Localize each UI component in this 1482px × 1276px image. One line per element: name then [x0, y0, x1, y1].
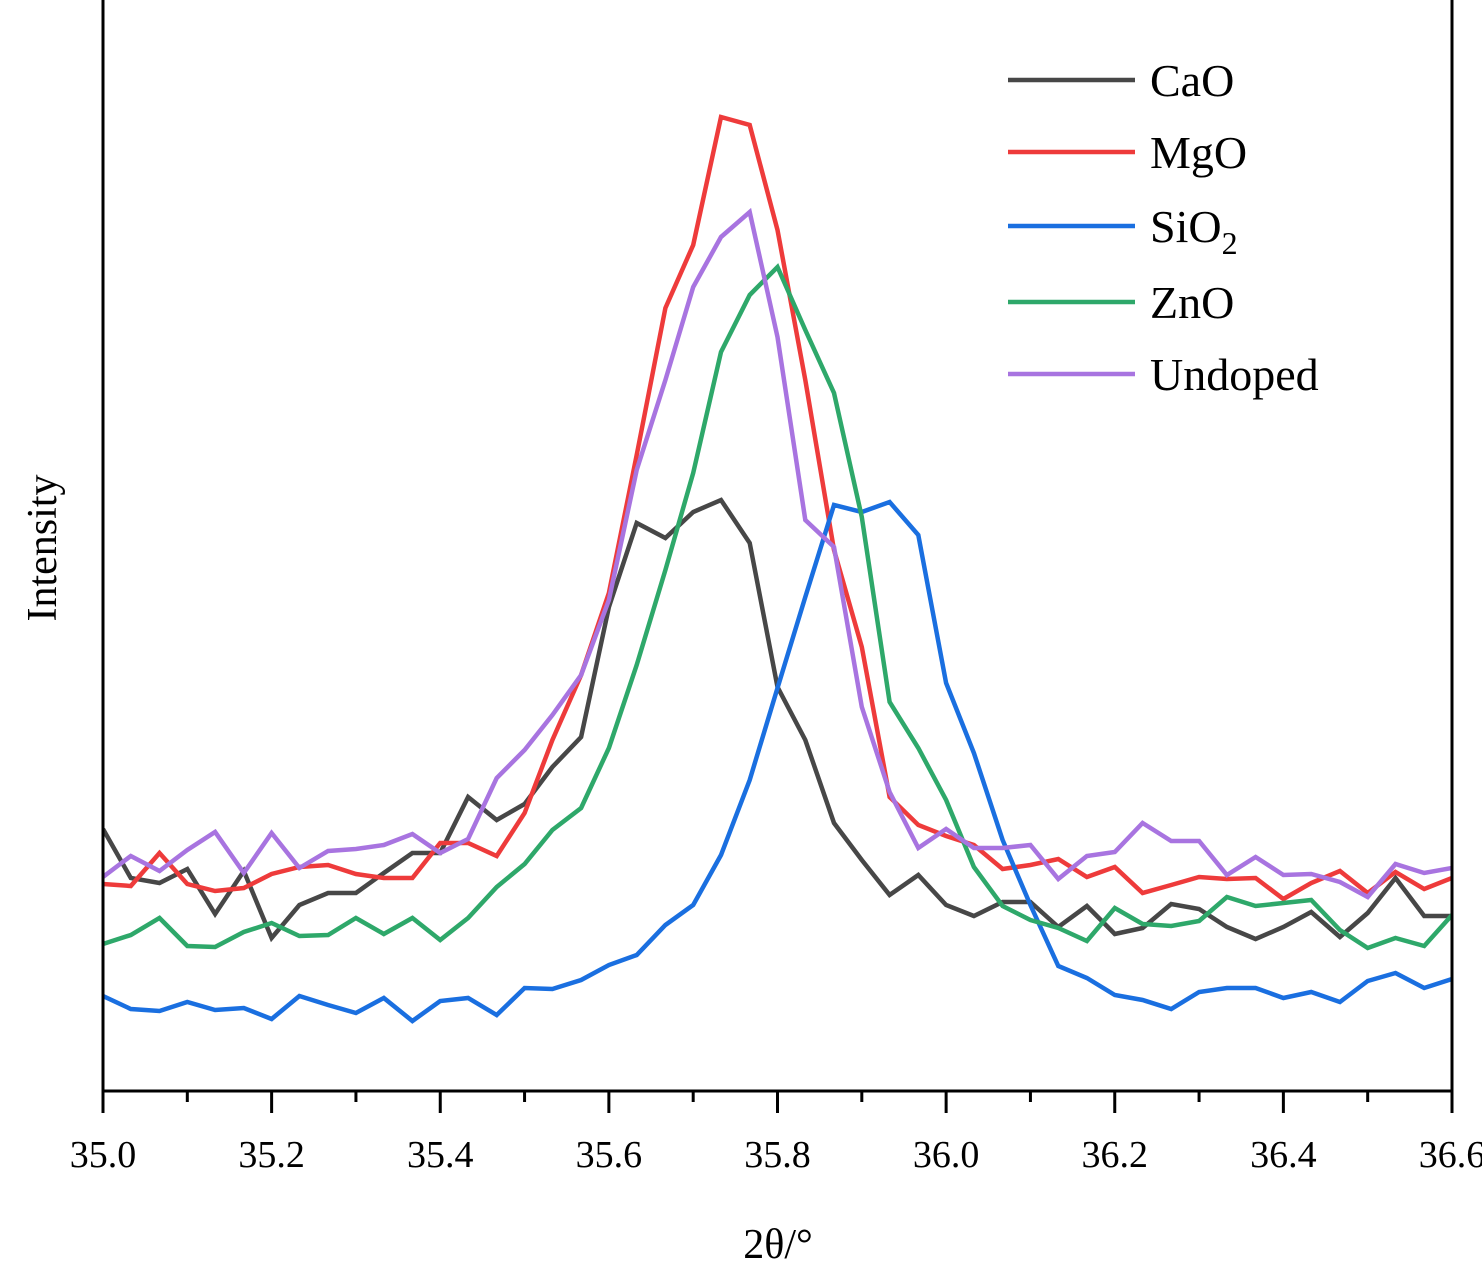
- x-tick-label: 35.2: [238, 1134, 305, 1176]
- legend-label: ZnO: [1150, 277, 1234, 328]
- y-axis-title: Intensity: [20, 475, 66, 622]
- legend-item-sio2: SiO2: [1008, 201, 1238, 261]
- x-tick-label: 35.8: [744, 1134, 811, 1176]
- series-line-zno: [103, 263, 1452, 951]
- x-tick-label: 35.0: [70, 1134, 137, 1176]
- series-line-undoped: [103, 207, 1452, 900]
- legend-label-text: Undoped: [1150, 349, 1319, 400]
- legend-item-cao: CaO: [1008, 55, 1234, 106]
- legend-item-mgo: MgO: [1008, 127, 1247, 178]
- legend-label-text: MgO: [1150, 127, 1247, 178]
- x-tick-label: 35.6: [576, 1134, 643, 1176]
- legend-label-subscript: 2: [1222, 225, 1238, 261]
- legend-label-text: CaO: [1150, 55, 1234, 106]
- legend-label: SiO2: [1150, 201, 1238, 261]
- series-line-mgo: [103, 114, 1452, 902]
- x-tick-label: 36.4: [1250, 1134, 1317, 1176]
- x-tick-label: 35.4: [407, 1134, 474, 1176]
- series-line-cao: [103, 497, 1452, 943]
- x-axis-title: 2θ/°: [743, 1222, 813, 1268]
- legend-label-text: ZnO: [1150, 277, 1234, 328]
- legend-label: Undoped: [1150, 349, 1319, 400]
- legend-label: MgO: [1150, 127, 1247, 178]
- x-tick-label: 36.0: [913, 1134, 980, 1176]
- series-line-sio2: [103, 499, 1452, 1024]
- x-ticks: 35.0 35.2 35.4 35.6 35.8 36.0 36.2 36.4 36.6: [70, 1091, 1482, 1176]
- legend-label-text: SiO: [1150, 201, 1222, 252]
- x-tick-label: 36.2: [1082, 1134, 1149, 1176]
- legend-item-undoped: Undoped: [1008, 349, 1319, 400]
- legend-item-zno: ZnO: [1008, 277, 1234, 328]
- x-tick-label: 36.6: [1419, 1134, 1482, 1176]
- legend-label: CaO: [1150, 55, 1234, 106]
- series-layer: [103, 114, 1452, 1024]
- legend: CaO MgO SiO2 ZnO Undoped: [1008, 55, 1319, 400]
